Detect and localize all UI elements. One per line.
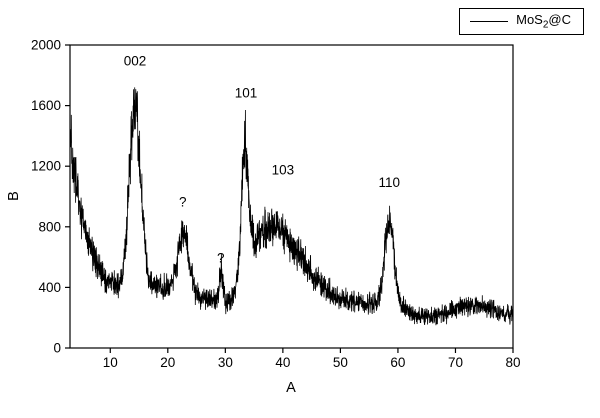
y-tick-label: 0: [53, 341, 61, 356]
x-tick-label: 50: [333, 355, 348, 370]
y-tick-label: 2000: [31, 38, 61, 53]
peak-annotation: 103: [272, 163, 295, 178]
peak-annotation: 110: [379, 175, 401, 190]
y-tick-label: 400: [38, 280, 61, 295]
y-tick-label: 800: [38, 219, 61, 234]
x-axis-label: A: [286, 380, 296, 396]
x-tick-label: 70: [448, 355, 463, 370]
legend-label-post: @C: [548, 12, 571, 27]
legend: MoS2@C: [459, 8, 584, 35]
y-tick-label: 1200: [31, 159, 61, 174]
x-tick-label: 20: [160, 355, 175, 370]
x-tick-label: 10: [103, 355, 118, 370]
peak-annotation: ?: [179, 195, 187, 210]
legend-label: MoS2@C: [516, 12, 571, 31]
plot-frame: [69, 44, 514, 349]
legend-label-pre: MoS: [516, 12, 543, 27]
x-tick-label: 30: [218, 355, 233, 370]
legend-label-sub: 2: [542, 19, 549, 31]
x-tick-label: 40: [275, 355, 290, 370]
xrd-trace: [69, 87, 514, 326]
peak-annotation: 002: [124, 54, 147, 69]
peak-annotation: 101: [235, 85, 258, 100]
y-tick-label: 1600: [31, 98, 61, 113]
x-tick-label: 80: [505, 355, 520, 370]
legend-line-sample: [470, 20, 509, 22]
peak-annotation: ?: [217, 251, 225, 266]
x-tick-label: 60: [390, 355, 405, 370]
y-axis-label: B: [6, 191, 22, 201]
